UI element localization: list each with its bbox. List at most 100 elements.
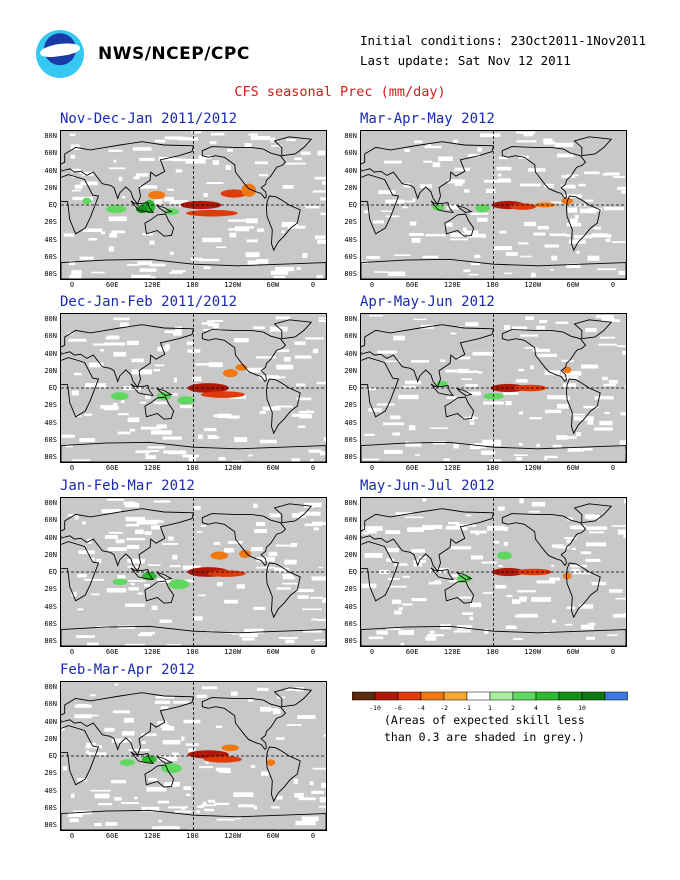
latitude-label: 20S bbox=[344, 401, 357, 410]
anomaly-region bbox=[105, 205, 127, 214]
latitude-label: EQ bbox=[348, 201, 357, 209]
coastline bbox=[130, 200, 154, 213]
longitude-label: 60E bbox=[405, 464, 419, 472]
coastline bbox=[61, 725, 100, 786]
longitude-label: 60E bbox=[105, 464, 119, 472]
coastline bbox=[130, 567, 154, 580]
coastline bbox=[361, 258, 626, 279]
latitude-label: 20N bbox=[44, 366, 57, 375]
latitude-label: 40S bbox=[44, 418, 57, 427]
panel-title: Feb-Mar-Apr 2012 bbox=[60, 662, 195, 678]
longitude-label: 120E bbox=[143, 281, 161, 289]
legend-swatch bbox=[420, 691, 445, 701]
anomaly-region bbox=[82, 197, 92, 205]
coastline bbox=[444, 213, 475, 237]
map-canvas bbox=[361, 131, 626, 279]
longitude-label: 60E bbox=[405, 648, 419, 656]
coastline bbox=[61, 809, 326, 830]
panel-title: Dec-Jan-Feb 2011/2012 bbox=[60, 294, 238, 310]
anomaly-region bbox=[221, 744, 240, 752]
legend-swatch bbox=[535, 691, 560, 701]
coastline bbox=[61, 692, 195, 757]
longitude-label: 0 bbox=[310, 832, 316, 840]
color-legend-bar bbox=[352, 691, 628, 701]
latitude-label: 40S bbox=[44, 235, 57, 244]
latitude-label: 40S bbox=[344, 418, 357, 427]
precip-anomaly-map bbox=[60, 130, 327, 280]
coastline bbox=[501, 146, 587, 200]
coastline bbox=[61, 508, 195, 573]
longitude-label: 0 bbox=[369, 648, 375, 656]
anomaly-region bbox=[111, 392, 129, 401]
anomaly-region bbox=[177, 396, 195, 405]
legend-swatch bbox=[581, 691, 606, 701]
map-canvas bbox=[361, 314, 626, 462]
legend-tick-label: -4 bbox=[417, 704, 425, 712]
longitude-label: 60W bbox=[266, 464, 280, 472]
longitude-label: 60E bbox=[105, 281, 119, 289]
longitude-label: 60E bbox=[405, 281, 419, 289]
anomaly-region bbox=[156, 392, 172, 401]
initial-conditions: Initial conditions: 23Oct2011-1Nov2011 bbox=[360, 33, 646, 48]
precip-anomaly-map bbox=[360, 130, 627, 280]
legend-swatch bbox=[352, 691, 376, 701]
anomaly-region bbox=[207, 570, 246, 577]
skill-note-line2: than 0.3 are shaded in grey.) bbox=[384, 730, 585, 744]
anomaly-region bbox=[119, 759, 135, 766]
longitude-label: 120E bbox=[143, 648, 161, 656]
coastline bbox=[156, 756, 173, 764]
longitude-label: 0 bbox=[610, 464, 616, 472]
latitude-label: 80S bbox=[344, 270, 357, 278]
coastline bbox=[273, 503, 313, 524]
legend-swatch bbox=[512, 691, 537, 701]
coastline bbox=[265, 746, 301, 803]
anomaly-region bbox=[220, 189, 248, 198]
longitude-label: 0 bbox=[310, 648, 316, 656]
latitude-label: 60N bbox=[44, 700, 57, 709]
latitude-label: EQ bbox=[348, 384, 357, 392]
latitude-label: 40S bbox=[344, 235, 357, 244]
latitude-label: 40N bbox=[44, 717, 57, 726]
latitude-label: 60S bbox=[44, 803, 57, 812]
longitude-label: 60W bbox=[266, 832, 280, 840]
coastline bbox=[361, 324, 495, 389]
latitude-label: 80S bbox=[44, 637, 57, 645]
longitude-label: 60W bbox=[566, 648, 580, 656]
legend-swatch bbox=[397, 691, 422, 701]
coastline bbox=[430, 567, 454, 580]
coastline bbox=[444, 396, 475, 420]
latitude-label: 40S bbox=[44, 602, 57, 611]
latitude-label: 20N bbox=[44, 550, 57, 559]
panel-title: May-Jun-Jul 2012 bbox=[360, 478, 495, 494]
longitude-label: 60E bbox=[105, 648, 119, 656]
longitude-label: 180 bbox=[186, 464, 199, 472]
latitude-label: 60N bbox=[44, 149, 57, 158]
latitude-label: 80S bbox=[344, 637, 357, 645]
coastline bbox=[61, 441, 326, 462]
coastline bbox=[61, 541, 100, 602]
longitude-label: 120E bbox=[143, 464, 161, 472]
longitude-label: 0 bbox=[69, 281, 75, 289]
coastline bbox=[144, 764, 175, 788]
coastline bbox=[565, 378, 601, 435]
coastline bbox=[361, 541, 400, 602]
coastline bbox=[456, 205, 473, 213]
coastline bbox=[456, 572, 473, 580]
latitude-label: 20S bbox=[344, 218, 357, 227]
latitude-label: 80S bbox=[344, 453, 357, 461]
precip-anomaly-map bbox=[360, 497, 627, 647]
legend-tick-label: -1 bbox=[463, 704, 471, 712]
latitude-label: 20S bbox=[344, 585, 357, 594]
anomaly-region bbox=[534, 202, 556, 208]
longitude-label: 60W bbox=[566, 281, 580, 289]
map-canvas bbox=[61, 131, 326, 279]
latitude-label: 80N bbox=[344, 499, 357, 507]
coastline bbox=[201, 146, 287, 200]
precip-anomaly-map bbox=[60, 313, 327, 463]
anomaly-region bbox=[562, 366, 572, 374]
map-canvas bbox=[61, 682, 326, 830]
legend-tick-label: 4 bbox=[534, 704, 538, 712]
anomaly-region bbox=[241, 183, 257, 197]
legend-tick-label: 6 bbox=[557, 704, 561, 712]
panel-title: Jan-Feb-Mar 2012 bbox=[60, 478, 195, 494]
